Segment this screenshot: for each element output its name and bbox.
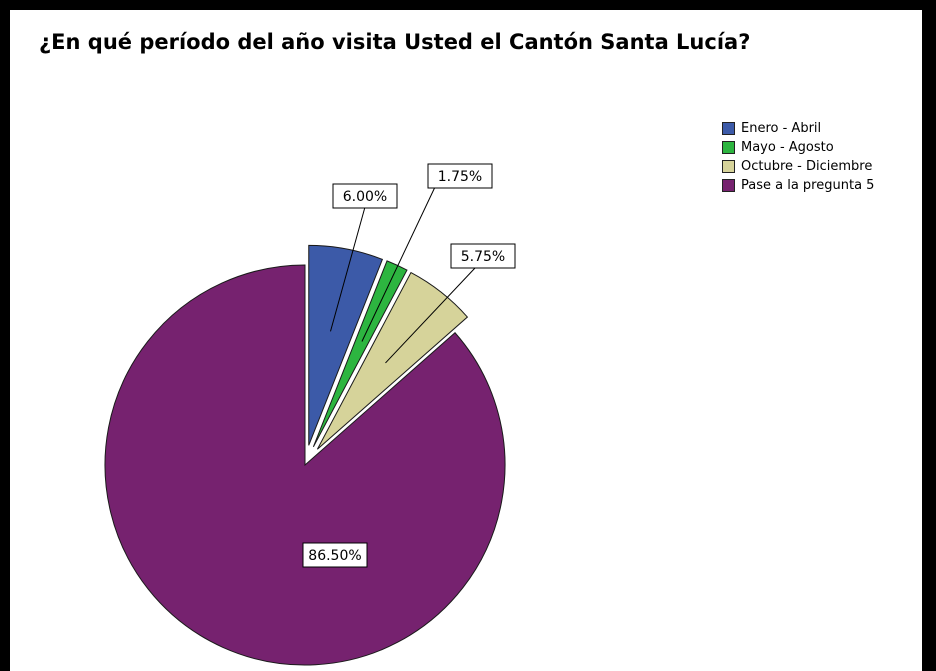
- data-label: 1.75%: [427, 163, 493, 189]
- pie-slice: [312, 260, 408, 448]
- legend-label: Mayo - Agosto: [741, 140, 834, 155]
- legend-label: Octubre - Diciembre: [741, 159, 873, 174]
- legend-label: Enero - Abril: [741, 121, 822, 136]
- legend-swatch: [722, 160, 735, 173]
- data-label-box: [427, 163, 493, 189]
- data-label-text: 6.00%: [343, 189, 387, 205]
- data-label-box: [332, 183, 398, 209]
- data-label-box: [302, 542, 368, 568]
- legend-swatch: [722, 179, 735, 192]
- pie-slice: [104, 264, 506, 666]
- data-label: 5.75%: [450, 243, 516, 269]
- legend: Enero - Abril Mayo - Agosto Octubre - Di…: [722, 119, 874, 195]
- data-label: 6.00%: [332, 183, 398, 209]
- legend-entry: Enero - Abril: [722, 119, 874, 138]
- legend-swatch: [722, 141, 735, 154]
- legend-entry: Pase a la pregunta 5: [722, 176, 874, 195]
- legend-label: Pase a la pregunta 5: [741, 178, 875, 193]
- legend-swatch: [722, 122, 735, 135]
- legend-entry: Mayo - Agosto: [722, 138, 874, 157]
- leader-line: [385, 267, 476, 364]
- data-label: 86.50%: [302, 542, 368, 568]
- leader-line: [361, 186, 436, 342]
- pie-slice: [316, 271, 469, 450]
- data-label-text: 86.50%: [308, 548, 361, 564]
- leader-line: [330, 206, 366, 332]
- pie-slice: [308, 244, 384, 446]
- data-label-text: 1.75%: [438, 169, 482, 185]
- data-label-box: [450, 243, 516, 269]
- chart-title: ¿En qué período del año visita Usted el …: [39, 30, 751, 54]
- legend-entry: Octubre - Diciembre: [722, 157, 874, 176]
- data-label-text: 5.75%: [461, 249, 505, 265]
